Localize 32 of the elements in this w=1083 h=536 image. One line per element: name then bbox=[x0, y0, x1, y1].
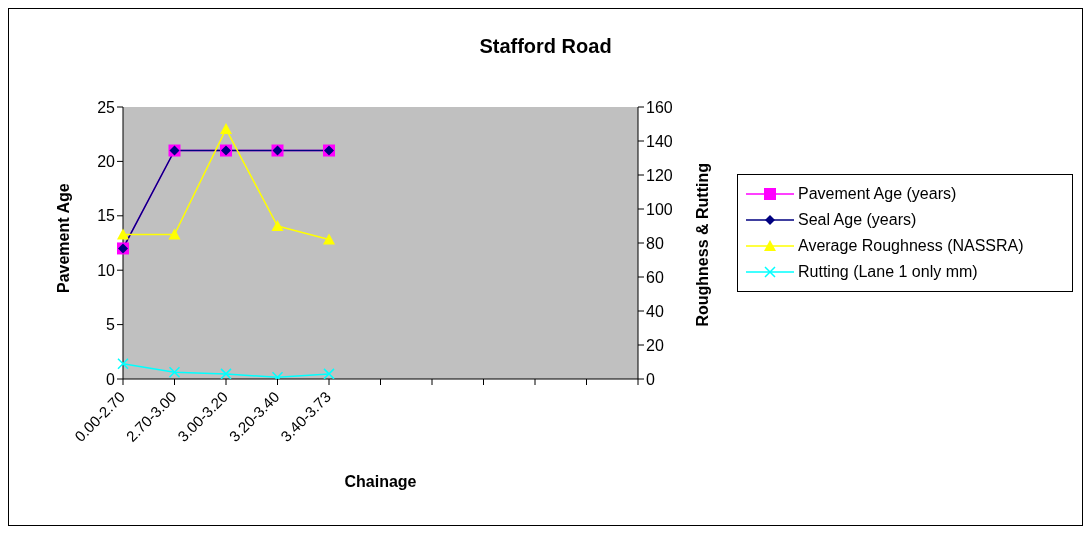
y2-tick-label: 160 bbox=[646, 98, 673, 116]
y2-tick-label: 100 bbox=[646, 200, 673, 218]
legend-label: Average Roughness (NASSRA) bbox=[798, 237, 1024, 255]
y2-tick-label: 60 bbox=[646, 268, 664, 286]
y2-axis-title: Roughness & Rutting bbox=[693, 163, 711, 327]
legend-label: Pavement Age (years) bbox=[798, 185, 957, 203]
chart-title: Stafford Road bbox=[478, 35, 613, 58]
point bbox=[271, 220, 284, 231]
point bbox=[168, 366, 181, 378]
y-tick-label: 5 bbox=[106, 316, 116, 334]
y-tick-label: 25 bbox=[97, 98, 116, 116]
point bbox=[117, 228, 129, 240]
x-axis-title: Chainage bbox=[344, 473, 417, 490]
legend-label: Rutting (Lane 1 only mm) bbox=[798, 263, 978, 281]
y-tick-label: 20 bbox=[97, 153, 116, 171]
y-axis-title: Pavement Age bbox=[54, 183, 72, 293]
y2-tick-label: 20 bbox=[646, 336, 664, 354]
y2-tick-label: 140 bbox=[646, 132, 673, 150]
point bbox=[323, 233, 335, 245]
y2-tick-label: 40 bbox=[646, 302, 664, 320]
point bbox=[168, 228, 181, 240]
point bbox=[117, 357, 129, 370]
point bbox=[323, 368, 335, 379]
y2-tick-label: 80 bbox=[646, 234, 664, 252]
y2-tick-label: 120 bbox=[646, 166, 673, 184]
legend-label: Seal Age (years) bbox=[798, 211, 917, 229]
y-tick-label: 10 bbox=[97, 261, 116, 279]
y-tick-label: 0 bbox=[106, 370, 116, 388]
point bbox=[220, 123, 232, 135]
point bbox=[220, 368, 232, 379]
y-tick-label: 15 bbox=[97, 207, 116, 225]
y2-tick-label: 0 bbox=[646, 370, 655, 388]
